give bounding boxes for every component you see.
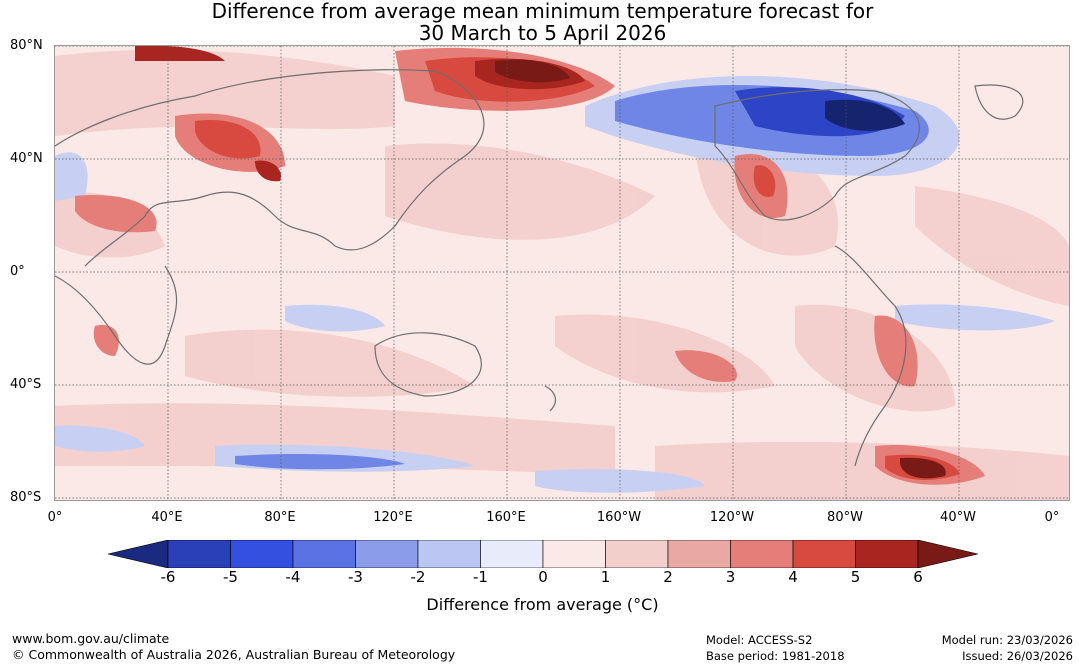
colorbar-tick-label: 4 [788, 568, 798, 586]
colorbar-tick-label: -6 [160, 568, 176, 586]
anomaly-darkest-blue [825, 99, 905, 131]
colorbar-tick-label: 2 [663, 568, 673, 586]
coastlines [55, 69, 1024, 467]
colorbar-segment [417, 540, 481, 568]
colorbar-cap-low [108, 540, 169, 568]
colorbar-segment [292, 540, 356, 568]
lon-label-0-right: 0° [1044, 510, 1060, 525]
colorbar-tick-label: -5 [223, 568, 238, 586]
lon-label-160e: 160°E [486, 510, 526, 525]
colorbar-segment [167, 540, 231, 568]
lat-label-0: 0° [10, 264, 25, 279]
colorbar-tick-label: 3 [725, 568, 736, 586]
lon-label-120w: 120°W [709, 510, 755, 525]
lon-label-160w: 160°W [596, 510, 642, 525]
colorbar-tick-label: 5 [850, 568, 861, 586]
colorbar-segment [480, 540, 544, 568]
colorbar-tick-label: -4 [285, 568, 301, 586]
title-line-1: Difference from average mean minimum tem… [211, 0, 874, 23]
lat-label-40s: 40°S [10, 377, 42, 392]
colorbar-segment [355, 540, 419, 568]
forecast-map [54, 45, 1070, 501]
lat-label-80n: 80°N [10, 38, 43, 53]
footer-url: www.bom.gov.au/climate [12, 631, 170, 646]
colorbar-segment [730, 540, 794, 568]
colorbar-cap-high [917, 540, 978, 568]
graticule [55, 46, 1069, 500]
anomaly-light-pink [55, 49, 1069, 500]
lon-label-120e: 120°E [373, 510, 413, 525]
lon-label-40w: 40°W [940, 510, 976, 525]
footer-run-info: Model run: 23/03/2026 Issued: 26/03/2026 [942, 632, 1073, 664]
lon-label-80e: 80°E [264, 510, 296, 525]
colorbar-tick-label: -2 [410, 568, 426, 586]
lon-label-0: 0° [47, 510, 63, 525]
colorbar-segment [542, 540, 606, 568]
title-line-2: 30 March to 5 April 2026 [418, 21, 667, 45]
footer-left: www.bom.gov.au/climate © Commonwealth of… [12, 631, 455, 663]
colorbar-tick-label: -3 [348, 568, 363, 586]
footer-model: Model: ACCESS-S2 [706, 633, 813, 647]
colorbar-segment [792, 540, 856, 568]
footer-model-info: Model: ACCESS-S2 Base period: 1981-2018 [706, 632, 845, 664]
map-canvas [55, 46, 1069, 500]
anomaly-darkest-red [495, 59, 946, 479]
colorbar-segment [230, 540, 294, 568]
colorbar-tick-label: 0 [538, 568, 548, 586]
footer-base-period: Base period: 1981-2018 [706, 649, 845, 663]
colorbar-tick-label: 1 [600, 568, 611, 586]
footer-issued: Issued: 26/03/2026 [962, 649, 1073, 663]
colorbar [108, 540, 978, 568]
colorbar-segment [605, 540, 669, 568]
colorbar-segment [855, 540, 919, 568]
map-title: Difference from average mean minimum tem… [0, 0, 1085, 44]
colorbar-segments [108, 540, 978, 568]
lat-label-80s: 80°S [10, 490, 42, 505]
colorbar-tick-label: -1 [473, 568, 488, 586]
footer-model-run: Model run: 23/03/2026 [941, 633, 1073, 647]
colorbar-segment [667, 540, 731, 568]
lon-label-80w: 80°W [827, 510, 863, 525]
colorbar-tick-label: 6 [913, 568, 923, 586]
lat-label-40n: 40°N [10, 151, 43, 166]
footer-copyright: © Commonwealth of Australia 2026, Austra… [12, 647, 456, 662]
colorbar-label: Difference from average (°C) [426, 595, 659, 614]
lon-label-40e: 40°E [151, 510, 183, 525]
